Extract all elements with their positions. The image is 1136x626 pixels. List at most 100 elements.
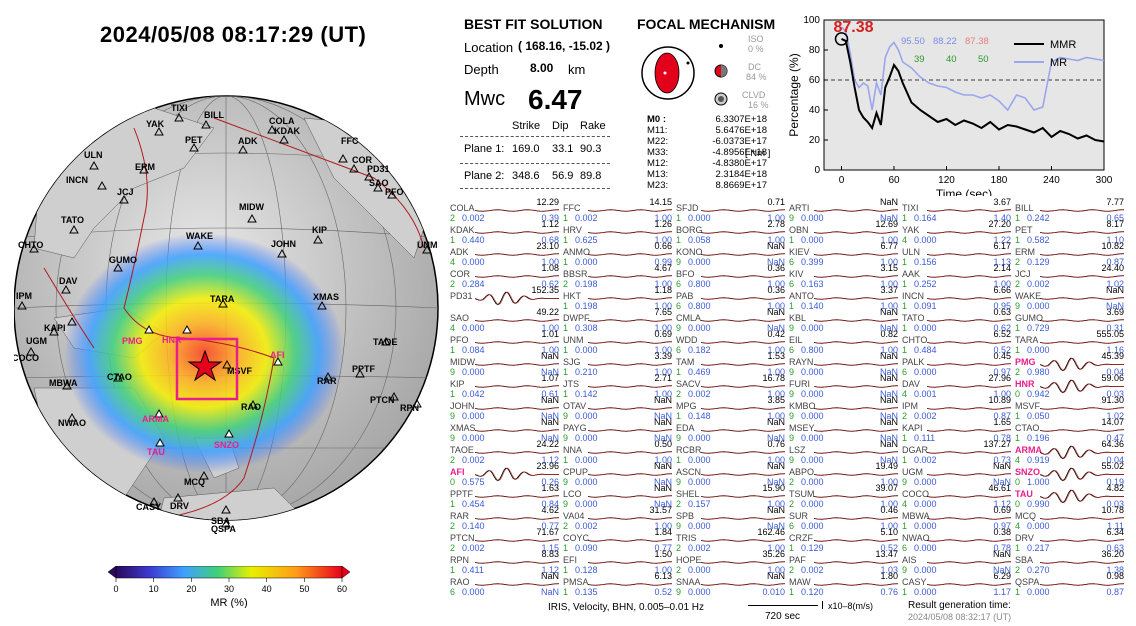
waveform-crzf: CRZF 5.10 1 0.129 0.52 (789, 527, 898, 553)
svg-text:PPTF: PPTF (352, 364, 376, 374)
waveform-bill: BILL 7.77 1 0.242 0.65 (1015, 197, 1124, 223)
component-count: 1 (563, 455, 569, 465)
waveform-sfjd: SFJD 0.71 1 0.000 1.00 (676, 197, 785, 223)
svg-text:MBWA: MBWA (49, 378, 78, 388)
max-amplitude: NaN (1105, 285, 1124, 295)
svg-text:PD31: PD31 (367, 164, 390, 174)
max-amplitude: 0.69 (993, 505, 1011, 515)
component-count: 1 (450, 389, 456, 399)
waveform-arma: ARMA 64.36 4 0.919 0.04 (1015, 439, 1124, 465)
filter-info: IRIS, Velocity, BHN, 0.005–0.01 Hz (548, 602, 705, 613)
synthetic-trace (588, 583, 672, 586)
waveform-nwao: NWAO 0.38 6 0.000 0.78 (902, 527, 1011, 553)
component-count: 2 (563, 279, 569, 289)
variance-reduction: 0.111 (914, 433, 936, 443)
station-afi: AFI (270, 350, 285, 366)
amplitude-ratio: NaN (766, 477, 785, 487)
amplitude-ratio: 1.10 (1106, 235, 1124, 245)
max-amplitude: 8.17 (1106, 219, 1124, 229)
peak-marker (834, 32, 849, 46)
synthetic-trace (927, 275, 1011, 278)
moment-value: 6.3307E+18 (715, 114, 767, 125)
mw-label: Mwc (464, 88, 506, 110)
waveform-msey: MSEY NaN 9 0.000 NaN (789, 417, 898, 443)
station-kip: KIP (312, 225, 327, 244)
amplitude-ratio: 0.76 (880, 587, 898, 597)
amplitude-ratio: 1.00 (767, 543, 785, 553)
waveform-ugm: UGM NaN 9 0.000 NaN (902, 461, 1011, 487)
station-name: DWPF (563, 313, 590, 323)
svg-text:NWAO: NWAO (58, 418, 86, 428)
component-count: 6 (789, 521, 795, 531)
synthetic-trace (814, 429, 898, 432)
variance-reduction: 0.000 (688, 521, 711, 531)
synthetic-trace (701, 209, 785, 212)
component-count: 1 (1015, 235, 1021, 245)
waveform-trace (814, 297, 898, 300)
y-axis-label: Percentage (%) (787, 53, 801, 136)
station-name: PET (1015, 225, 1033, 235)
variance-reduction: 0.000 (462, 323, 485, 333)
station-name: SUR (789, 511, 809, 521)
colorbar-tick-label: 10 (149, 584, 159, 594)
synthetic-trace (701, 561, 785, 564)
variance-reduction: 0.002 (801, 565, 824, 575)
station-tara: TARA (210, 294, 235, 308)
component-count: 2 (676, 389, 682, 399)
amplitude-ratio: NaN (879, 433, 898, 443)
waveform-trace (814, 495, 898, 498)
svg-text:UGM: UGM (26, 336, 47, 346)
location-label: Location (464, 40, 514, 55)
station-jcj: JCJ (117, 187, 134, 204)
synthetic-trace (588, 319, 672, 322)
station-name: SHEL (676, 489, 700, 499)
component-count: 1 (1015, 543, 1021, 553)
waveform-chto: CHTO 6.52 1 0.484 0.52 (902, 329, 1011, 355)
component-count: 1 (902, 521, 908, 531)
waveform-trace (814, 275, 898, 278)
max-amplitude: NaN (992, 549, 1011, 559)
waveform-kono: KONO NaN 9 0.000 NaN (676, 241, 785, 267)
component-count: 1 (450, 565, 456, 575)
synthetic-trace (814, 209, 898, 212)
x-tick-label: 60 (888, 175, 900, 186)
component-count: 6 (902, 543, 908, 553)
amplitude-ratio: 0.26 (541, 477, 559, 487)
waveform-bfo: BFO 0.36 6 0.800 1.00 (676, 263, 785, 289)
station-name: OTAV (563, 401, 587, 411)
variance-reduction: 0.000 (462, 257, 485, 267)
station-tixi: TIXI (171, 103, 188, 122)
waveform-trace (1040, 489, 1124, 504)
station-name: KMBO (789, 401, 816, 411)
synthetic-trace (588, 209, 672, 212)
station-name: WAKE (1015, 291, 1042, 301)
amplitude-ratio: 1.00 (767, 499, 785, 509)
station-pfo: PFO (385, 187, 404, 199)
waveform-trace (475, 275, 559, 278)
synthetic-trace (701, 385, 785, 388)
svg-text:RAO: RAO (241, 402, 261, 412)
waveform-trace (701, 561, 785, 564)
component-count: 1 (676, 367, 682, 377)
waveform-ipm: IPM 10.89 2 0.002 0.87 (902, 395, 1011, 421)
synthetic-trace (927, 385, 1011, 388)
y-tick-label: 20 (809, 135, 821, 146)
amplitude-ratio: 0.99 (654, 257, 672, 267)
synthetic-trace (701, 473, 785, 476)
waveform-taoe: TAOE 24.22 2 0.002 1.12 (450, 439, 559, 465)
station-name: PFO (450, 335, 469, 345)
amplitude-ratio: 1.00 (767, 279, 785, 289)
amplitude-ratio: 1.12 (541, 455, 559, 465)
station-name: MIDW (450, 357, 475, 367)
waveform-trace (475, 341, 559, 344)
component-count: 1 (563, 587, 569, 597)
component-count: 0 (1015, 499, 1021, 509)
waveform-trace (701, 473, 785, 476)
variance-reduction: 0.000 (801, 213, 824, 223)
waveform-trace (927, 253, 1011, 256)
waveform-uln: ULN 6.17 1 0.156 1.13 (902, 241, 1011, 267)
waveform-trace (1040, 407, 1124, 410)
waveform-trace (814, 539, 898, 542)
waveform-maw: MAW 1.80 1 0.120 0.76 (789, 571, 898, 597)
station-ipm: IPM (16, 291, 32, 310)
